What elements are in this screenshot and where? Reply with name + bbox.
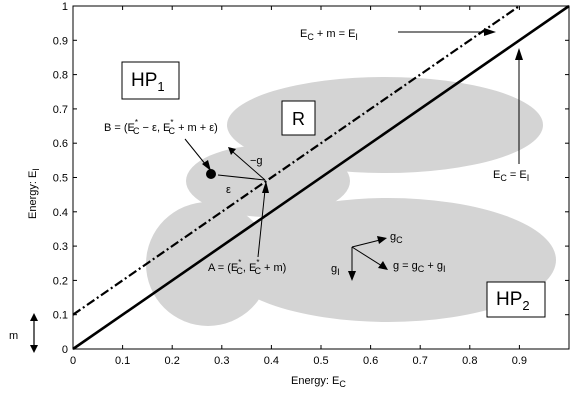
x-tick-label: 0.5: [313, 355, 328, 367]
hp2-box: [486, 281, 546, 318]
dashed-line-label: EC + m = EI: [300, 28, 358, 42]
x-tick-label: 0.7: [413, 355, 428, 367]
point-a-pointer: [257, 189, 266, 258]
g-i-label: gI: [331, 263, 340, 277]
line-ec-eq-ei: [72, 4, 570, 351]
y-tick-label: 0.8: [53, 70, 68, 82]
y-tick-label: 0.3: [53, 241, 68, 253]
y-tick-label: 0.2: [53, 275, 68, 287]
x-tick-label: 0: [70, 355, 76, 367]
y-tick-label: 0.5: [53, 173, 68, 185]
x-tick-label: 0.2: [165, 355, 180, 367]
x-axis-title: Energy: EC: [291, 375, 346, 389]
r-box: [281, 100, 316, 136]
epsilon-label: ε: [226, 184, 231, 196]
x-tick-label: 0.9: [512, 355, 527, 367]
point-b-pointer: [184, 138, 207, 166]
solid-label-arrowhead: [515, 48, 523, 60]
y-tick-label: 0.4: [53, 207, 68, 219]
x-tick-label: 0.4: [264, 355, 279, 367]
hp1-box: [121, 61, 180, 100]
point-b-dot: [206, 169, 216, 179]
y-axis-title: Energy: EI: [27, 168, 41, 219]
y-tick-label: 0.7: [53, 104, 68, 116]
dashed-label-arrowhead: [484, 28, 496, 36]
y-tick-label: 0.1: [53, 310, 68, 322]
g-c-vector: [351, 239, 381, 248]
region-blob-middle: [186, 145, 350, 217]
hp1-label: HP1: [131, 70, 165, 94]
epsilon-vector: [217, 174, 266, 181]
x-tick-label: 0.1: [115, 355, 130, 367]
y-tick-label: 0.6: [53, 138, 68, 150]
hp2-label: HP2: [496, 289, 530, 313]
x-tick-label: 0.6: [363, 355, 378, 367]
m-arrowhead-up: [30, 313, 38, 321]
m-arrowhead-down: [30, 345, 38, 353]
neg-g-label: −g: [250, 155, 263, 167]
feasible-region: [146, 77, 556, 326]
g-sum-label: g = gC + gI: [393, 260, 445, 274]
y-tick-label: 1: [62, 1, 68, 13]
g-c-label: gC: [390, 231, 403, 245]
m-label: m: [9, 330, 18, 342]
x-tick-label: 0.8: [462, 355, 477, 367]
region-blob-lower: [220, 198, 556, 322]
g-sum-vector: [351, 246, 383, 267]
x-axis-ticks: 0 0.1 0.2 0.3 0.4 0.5 0.6 0.7 0.8 0.9: [70, 6, 570, 367]
gradient-vectors: [348, 236, 388, 281]
neg-g-vector: [232, 151, 266, 181]
g-c-arrowhead: [377, 236, 387, 244]
y-tick-label: 0.9: [53, 35, 68, 47]
solid-line-label: EC = EI: [493, 169, 529, 183]
point-a-label: A = (E* C, E* C + m): [208, 258, 286, 276]
point-b-pointer-head: [202, 160, 211, 171]
x-tick-label: 0.3: [214, 355, 229, 367]
neg-g-arrowhead: [228, 147, 236, 155]
y-tick-label: 0: [62, 344, 68, 356]
point-a-pointer-head: [262, 181, 269, 193]
g-sum-arrowhead: [378, 261, 388, 270]
y-axis-ticks: 0 0.1 0.2 0.3 0.4 0.5 0.6 0.7 0.8 0.9 1: [53, 1, 569, 356]
point-b-label: B = (E* C − ε, E* C + m + ε): [104, 118, 218, 136]
r-label: R: [292, 109, 305, 129]
line-ec-plus-m-eq-ei: [72, 5, 521, 316]
g-i-arrowhead: [348, 271, 356, 281]
